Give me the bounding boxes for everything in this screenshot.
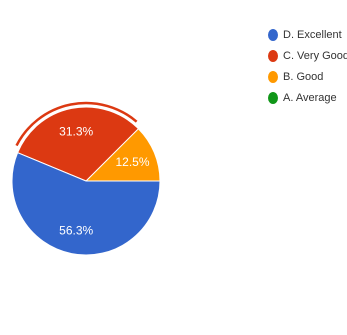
legend-label: C. Very Good [283,49,347,62]
legend-item[interactable]: C. Very Good [268,45,347,66]
pie-slice-c-very-good[interactable] [16,106,140,182]
legend-swatch-icon [268,49,278,62]
legend-swatch-icon [268,91,278,104]
pie-slice-d-excellent[interactable] [11,152,161,256]
slice-labels: 12.5% 31.3% 56.3% [59,125,150,238]
legend-swatch-icon [268,70,278,83]
legend-label: A. Average [283,91,337,104]
legend-swatch-icon [268,28,278,41]
legend-item[interactable]: D. Excellent [268,24,347,45]
slice-label: 12.5% [115,155,149,169]
highlight-arc [15,101,138,147]
legend-label: B. Good [283,70,324,83]
legend-label: D. Excellent [283,28,342,41]
legend-item[interactable]: B. Good [268,66,347,87]
chart-legend: D. Excellent C. Very Good B. Good A. Averag… [268,24,347,108]
pie-slice-b-good[interactable] [84,128,161,182]
slice-label: 56.3% [59,223,93,237]
slice-label: 31.3% [59,125,93,139]
legend-item[interactable]: A. Average [268,87,347,108]
pie-slices [11,101,161,256]
